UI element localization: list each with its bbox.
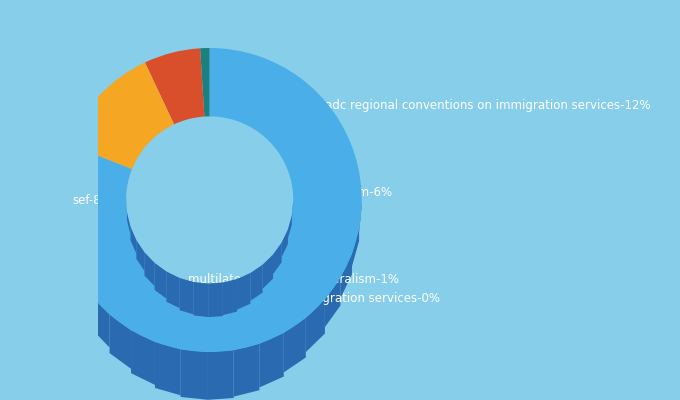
Polygon shape	[282, 230, 288, 257]
Wedge shape	[58, 48, 362, 352]
Polygon shape	[359, 201, 362, 232]
Polygon shape	[181, 349, 207, 400]
Polygon shape	[273, 243, 282, 274]
Polygon shape	[292, 186, 293, 201]
Polygon shape	[59, 223, 66, 260]
Polygon shape	[76, 273, 91, 322]
Polygon shape	[341, 254, 352, 298]
Polygon shape	[292, 201, 293, 218]
Polygon shape	[208, 282, 223, 317]
Polygon shape	[58, 170, 61, 196]
Text: sef-81%: sef-81%	[72, 194, 119, 206]
Polygon shape	[144, 252, 154, 286]
Polygon shape	[180, 278, 194, 314]
Polygon shape	[127, 212, 131, 234]
Polygon shape	[131, 330, 155, 385]
Polygon shape	[325, 278, 341, 327]
Polygon shape	[352, 228, 359, 266]
Polygon shape	[167, 272, 180, 308]
Polygon shape	[284, 318, 306, 372]
Text: regional conventions on immigration services-0%: regional conventions on immigration serv…	[147, 292, 440, 305]
Polygon shape	[194, 282, 208, 317]
Polygon shape	[131, 227, 136, 254]
Polygon shape	[237, 273, 250, 310]
Text: dw forum-6%: dw forum-6%	[313, 186, 392, 199]
Text: sadc regional conventions on immigration services-12%: sadc regional conventions on immigration…	[319, 99, 651, 112]
Polygon shape	[306, 299, 325, 352]
Polygon shape	[207, 350, 234, 400]
Polygon shape	[353, 149, 360, 175]
Polygon shape	[126, 198, 127, 214]
Wedge shape	[200, 48, 209, 116]
Polygon shape	[126, 183, 128, 198]
Text: multilateralism vs unilateralism-1%: multilateralism vs unilateralism-1%	[188, 272, 398, 286]
Polygon shape	[136, 240, 144, 271]
Polygon shape	[260, 333, 284, 388]
Polygon shape	[91, 295, 109, 348]
Polygon shape	[61, 144, 69, 170]
Polygon shape	[109, 314, 131, 369]
Polygon shape	[250, 265, 262, 301]
Polygon shape	[234, 344, 260, 397]
Polygon shape	[154, 263, 167, 299]
Wedge shape	[69, 62, 174, 169]
Polygon shape	[155, 342, 181, 395]
Polygon shape	[223, 279, 237, 315]
Polygon shape	[360, 175, 362, 201]
Polygon shape	[262, 254, 273, 289]
Polygon shape	[288, 172, 292, 186]
Polygon shape	[58, 196, 59, 226]
Polygon shape	[128, 169, 132, 183]
Polygon shape	[288, 215, 292, 238]
Wedge shape	[145, 48, 205, 124]
Polygon shape	[66, 248, 76, 292]
